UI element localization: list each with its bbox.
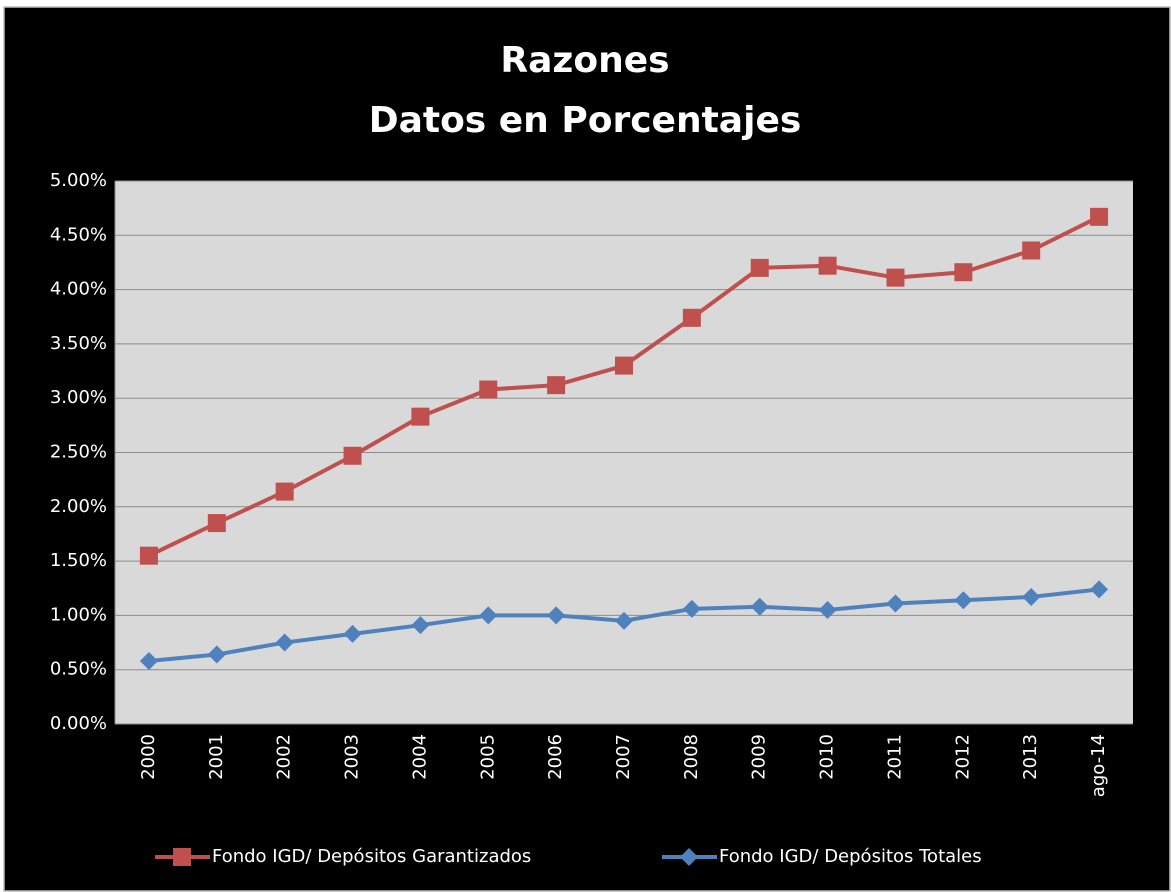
x-tick-label: 2011 bbox=[884, 734, 905, 780]
marker bbox=[1022, 241, 1041, 260]
marker bbox=[615, 611, 633, 630]
x-tick-label: 2009 bbox=[749, 734, 770, 780]
marker bbox=[886, 594, 905, 613]
marker bbox=[886, 268, 905, 287]
marker bbox=[547, 606, 566, 625]
x-tick-label: 2003 bbox=[342, 734, 363, 780]
x-tick-label: 2013 bbox=[1020, 734, 1041, 780]
marker bbox=[954, 263, 973, 282]
marker bbox=[479, 606, 498, 625]
marker bbox=[682, 308, 701, 327]
x-tick-label: 2006 bbox=[545, 734, 566, 780]
x-tick-label: 2007 bbox=[613, 734, 634, 780]
x-tick-label: 2010 bbox=[817, 734, 838, 780]
y-tick-label: 1.00% bbox=[50, 604, 107, 625]
marker bbox=[750, 258, 769, 277]
marker bbox=[615, 356, 633, 375]
y-tick-label: 1.50% bbox=[50, 550, 107, 571]
y-tick-label: 2.50% bbox=[50, 442, 107, 463]
marker bbox=[818, 600, 837, 619]
marker bbox=[1022, 587, 1041, 606]
x-tick-label: 2001 bbox=[206, 734, 227, 780]
legend-label: Fondo IGD/ Depósitos Totales bbox=[719, 846, 982, 867]
x-tick-label: 2002 bbox=[274, 734, 295, 780]
marker bbox=[343, 624, 362, 643]
marker bbox=[139, 652, 158, 671]
chart-subtitle: Datos en Porcentajes bbox=[369, 100, 802, 141]
marker bbox=[479, 380, 498, 399]
x-tick-label: 2005 bbox=[477, 734, 498, 780]
marker bbox=[750, 597, 769, 616]
marker bbox=[207, 645, 226, 664]
marker bbox=[343, 446, 362, 465]
x-tick-label: 2008 bbox=[681, 734, 702, 780]
y-tick-label: 5.00% bbox=[50, 170, 107, 191]
marker bbox=[275, 633, 294, 652]
marker bbox=[1090, 207, 1109, 226]
x-tick-label: ago-14 bbox=[1088, 734, 1109, 797]
y-tick-label: 0.00% bbox=[50, 713, 107, 734]
y-tick-label: 2.00% bbox=[50, 496, 107, 517]
y-tick-label: 4.00% bbox=[50, 279, 107, 300]
y-tick-label: 3.50% bbox=[50, 333, 107, 354]
marker bbox=[173, 848, 191, 866]
marker bbox=[680, 848, 698, 866]
x-tick-label: 2004 bbox=[409, 734, 430, 780]
legend-label: Fondo IGD/ Depósitos Garantizados bbox=[212, 846, 531, 867]
marker bbox=[682, 599, 701, 618]
marker bbox=[411, 616, 430, 635]
y-tick-label: 4.50% bbox=[50, 224, 107, 245]
marker bbox=[139, 546, 158, 565]
y-tick-label: 3.00% bbox=[50, 387, 107, 408]
marker bbox=[547, 376, 566, 395]
y-tick-label: 0.50% bbox=[50, 659, 107, 680]
marker bbox=[207, 514, 226, 533]
marker bbox=[275, 482, 294, 501]
marker bbox=[818, 256, 837, 275]
marker bbox=[954, 591, 973, 610]
chart-title: Razones bbox=[500, 40, 669, 81]
marker bbox=[411, 407, 430, 426]
x-tick-label: 2012 bbox=[952, 734, 973, 780]
marker bbox=[1090, 580, 1109, 599]
x-tick-label: 2000 bbox=[138, 734, 159, 780]
